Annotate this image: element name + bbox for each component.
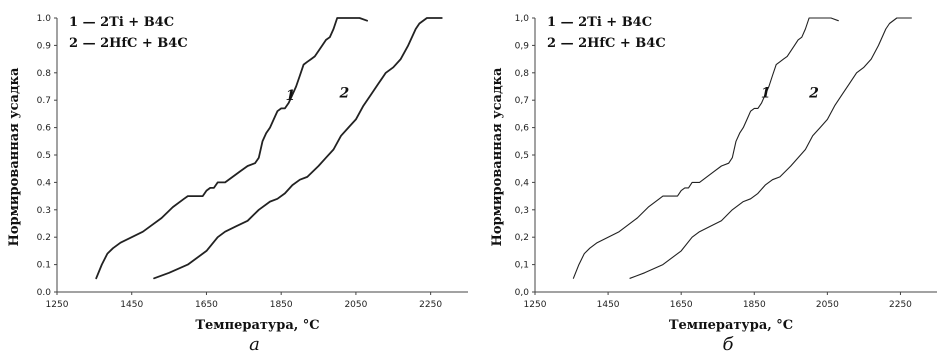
series-line-1 (95, 17, 368, 280)
y-tick-label: 0,3 (515, 206, 529, 216)
y-tick-label: 0.0 (37, 288, 52, 298)
x-tick-label: 2050 (816, 300, 839, 310)
legend-entry-2: 2 — 2HfC + B4C (547, 36, 666, 51)
y-tick-label: 0,0 (515, 288, 530, 298)
y-tick-label: 0.7 (37, 96, 51, 106)
x-tick-label: 1650 (670, 300, 693, 310)
x-axis-title: Температура, °С (669, 318, 793, 333)
y-tick-label: 0.8 (37, 69, 52, 79)
curve-label-2: 2 (338, 85, 349, 101)
series-line-2 (629, 17, 912, 279)
x-tick-label: 1250 (524, 300, 547, 310)
panel-label: б (723, 334, 735, 355)
legend-entry-2: 2 — 2HfC + B4C (69, 36, 188, 51)
y-tick-label: 0,9 (515, 41, 530, 51)
chart-panel-2: 0,0 0,1 0,2 0,3 0,4 0,5 0,6 0,7 0,8 0,9 1,0 1250 145… (490, 14, 937, 355)
panel-label: а (249, 334, 260, 355)
series-line-2 (153, 17, 443, 280)
y-tick-label: 0,4 (515, 178, 530, 188)
x-tick-label: 2250 (419, 300, 442, 310)
curve-label-1: 1 (286, 88, 296, 104)
x-tick-label: 2250 (889, 300, 912, 310)
y-tick-label: 0.1 (37, 261, 51, 271)
x-tick-label: 1450 (120, 300, 143, 310)
x-tick-label: 1650 (195, 300, 218, 310)
y-axis-title: Нормированная усадка (490, 67, 505, 246)
y-tick-label: 1.0 (37, 14, 52, 24)
y-tick-label: 1,0 (515, 14, 530, 24)
x-tick-label: 1250 (46, 300, 69, 310)
x-tick-label: 1450 (597, 300, 620, 310)
y-tick-label: 0,8 (515, 69, 530, 79)
y-tick-label: 0,5 (515, 151, 529, 161)
x-tick-label: 2050 (344, 300, 367, 310)
y-tick-label: 0.2 (37, 233, 51, 243)
x-axis-title: Температура, °С (195, 318, 319, 333)
curve-label-1: 1 (761, 85, 771, 101)
y-tick-label: 0.3 (37, 206, 51, 216)
series-line-1 (572, 17, 839, 279)
y-tick-label: 0.9 (37, 41, 52, 51)
x-tick-label: 1850 (270, 300, 293, 310)
legend-entry-1: 1 — 2Ti + B4C (547, 15, 652, 30)
x-tick-label: 1850 (743, 300, 766, 310)
curve-label-2: 2 (808, 85, 819, 101)
y-tick-label: 0,1 (515, 261, 529, 271)
y-axis-title: Нормированная усадка (7, 67, 22, 246)
y-tick-label: 0,2 (515, 233, 529, 243)
y-tick-label: 0.6 (37, 124, 52, 134)
y-tick-label: 0.5 (37, 151, 51, 161)
y-tick-label: 0,6 (515, 124, 530, 134)
legend-entry-1: 1 — 2Ti + B4C (69, 15, 174, 30)
y-tick-label: 0.4 (37, 178, 52, 188)
y-tick-label: 0,7 (515, 96, 529, 106)
chart-panel-1: 0.0 0.1 0.2 0.3 0.4 0.5 0.6 0.7 0.8 0.9 1.0 1250 145… (7, 14, 468, 355)
